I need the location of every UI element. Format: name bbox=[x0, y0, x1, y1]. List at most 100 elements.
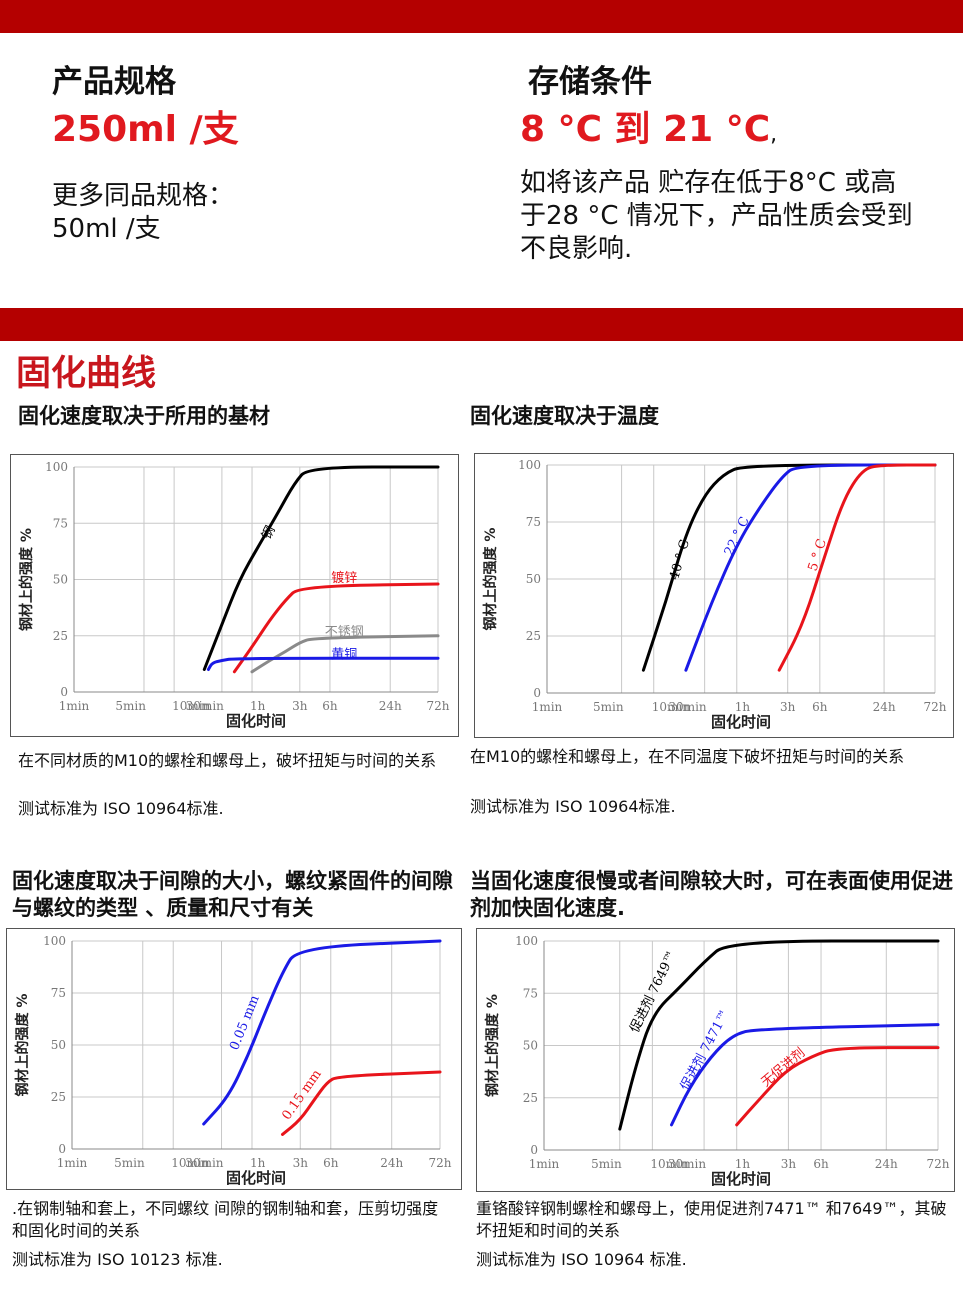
series-line-3 bbox=[735, 1046, 940, 1127]
x-tick-label: 1min bbox=[532, 700, 563, 714]
x-axis-title: 固化时间 bbox=[226, 1169, 286, 1187]
y-tick-label: 25 bbox=[53, 629, 68, 643]
y-tick-label: 0 bbox=[60, 685, 68, 699]
series-line-2 bbox=[281, 1070, 442, 1136]
x-tick-label: 10min bbox=[650, 1157, 688, 1171]
x-tick-label: 30min bbox=[668, 700, 706, 714]
x-tick-label: 72h bbox=[927, 1157, 950, 1171]
chart-3-caption: .在钢制轴和套上，不同螺纹 间隙的钢制轴和套，压剪切强度和固化时间的关系 bbox=[12, 1199, 439, 1240]
x-tick-label: 1h bbox=[735, 700, 751, 714]
chart-3: 0 25 50 75 100 1min 5min 10min 30min 1h 3h 6h 24h 72h… bbox=[6, 928, 462, 1190]
storage-value: 8 °C 到 21 °C, bbox=[520, 100, 777, 152]
x-tick-label: 1min bbox=[57, 1156, 88, 1170]
x-tick-label: 3h bbox=[293, 1156, 309, 1170]
section-title: 固化曲线 bbox=[16, 354, 157, 394]
series-line-1 bbox=[641, 463, 937, 672]
x-tick-label: 6h bbox=[812, 700, 828, 714]
storage-value-suffix: , bbox=[770, 122, 778, 147]
series-label-3: 无促进剂 bbox=[759, 1045, 808, 1090]
more-spec-value: 50ml /支 bbox=[52, 214, 161, 244]
section-banner bbox=[0, 308, 963, 341]
x-tick-label: 24h bbox=[873, 700, 896, 714]
series-label-1: 40 ° C bbox=[667, 538, 693, 582]
series-line-4 bbox=[206, 656, 440, 671]
series-label-2: 22 ° C bbox=[722, 515, 753, 559]
x-tick-label: 1h bbox=[250, 1156, 266, 1170]
x-tick-label: 3h bbox=[781, 1157, 797, 1171]
y-tick-label: 75 bbox=[51, 986, 66, 1000]
series-line-1 bbox=[202, 465, 440, 671]
x-tick-label: 6h bbox=[323, 1156, 339, 1170]
series-label-2: 镀锌 bbox=[331, 570, 357, 586]
spec-heading: 产品规格 bbox=[52, 64, 176, 100]
series-label-1: 促进剂 7649™ bbox=[627, 948, 680, 1035]
y-axis-title: 钢材上的强度 % bbox=[18, 528, 35, 631]
x-tick-label: 5min bbox=[114, 1156, 145, 1170]
x-tick-label: 10min bbox=[171, 1156, 209, 1170]
x-tick-label: 6h bbox=[322, 699, 338, 713]
y-tick-label: 50 bbox=[526, 572, 541, 586]
x-tick-label: 3h bbox=[292, 699, 308, 713]
spec-value: 250ml /支 bbox=[52, 109, 239, 150]
x-tick-label: 24h bbox=[380, 1156, 403, 1170]
x-tick-label: 5min bbox=[591, 1157, 622, 1171]
storage-note: 如将该产品 贮存在低于8°C 或高于28 °C 情况下，产品性质会受到不良影响. bbox=[520, 168, 913, 264]
series-line-2 bbox=[670, 1023, 940, 1127]
chart-2-standard: 测试标准为 ISO 10964标准. bbox=[470, 797, 676, 816]
chart-2-caption: 在M10的螺栓和螺母上，在不同温度下破坏扭矩与时间的关系 bbox=[470, 747, 905, 766]
y-tick-label: 100 bbox=[45, 460, 68, 474]
chart-3-standard: 测试标准为 ISO 10123 标准. bbox=[12, 1250, 223, 1269]
x-tick-label: 30min bbox=[186, 699, 224, 713]
series-line-2 bbox=[232, 582, 440, 674]
series-label-4: 黄铜 bbox=[331, 647, 357, 662]
series-label-1: 0.05 mm bbox=[227, 993, 263, 1052]
series-line-3 bbox=[250, 634, 440, 674]
x-tick-label: 1h bbox=[250, 699, 266, 713]
y-tick-label: 0 bbox=[530, 1143, 538, 1157]
series-label-1: 钢 bbox=[259, 524, 278, 543]
top-banner bbox=[0, 0, 963, 33]
x-tick-label: 1h bbox=[735, 1157, 751, 1171]
x-tick-label: 3h bbox=[780, 700, 796, 714]
series-line-1 bbox=[618, 939, 940, 1131]
x-tick-label: 72h bbox=[427, 699, 450, 713]
x-tick-label: 1min bbox=[529, 1157, 560, 1171]
x-axis-title: 固化时间 bbox=[711, 713, 771, 731]
chart-1-title: 固化速度取决于所用的基材 bbox=[18, 404, 270, 428]
x-tick-label: 72h bbox=[924, 700, 947, 714]
x-axis-title: 固化时间 bbox=[711, 1170, 771, 1188]
series-line-2 bbox=[684, 463, 937, 672]
x-tick-label: 24h bbox=[875, 1157, 898, 1171]
y-tick-label: 100 bbox=[518, 458, 541, 472]
y-axis-title: 钢材上的强度 % bbox=[14, 994, 31, 1097]
x-tick-label: 72h bbox=[429, 1156, 452, 1170]
chart-2: 0 25 50 75 100 1min 5min 10min 30min 1h 3h 6h 24h 72h… bbox=[474, 453, 954, 738]
x-axis-title: 固化时间 bbox=[226, 712, 286, 730]
y-tick-label: 50 bbox=[53, 573, 68, 587]
chart-1: 0 25 50 75 100 1min 5min 10min 30min 1h 3h 6h 24h 72h… bbox=[10, 454, 459, 737]
x-tick-label: 10min bbox=[172, 699, 210, 713]
y-tick-label: 100 bbox=[43, 934, 66, 948]
x-tick-label: 5min bbox=[593, 700, 624, 714]
series-line-1 bbox=[202, 939, 442, 1126]
y-tick-label: 75 bbox=[526, 515, 541, 529]
x-tick-label: 30min bbox=[668, 1157, 706, 1171]
chart-1-caption: 在不同材质的M10的螺栓和螺母上，破坏扭矩与时间的关系 bbox=[18, 751, 437, 770]
chart-2-title: 固化速度取决于温度 bbox=[470, 404, 659, 428]
x-tick-label: 24h bbox=[379, 699, 402, 713]
storage-value-text: 8 °C 到 21 °C bbox=[520, 109, 771, 150]
x-tick-label: 30min bbox=[185, 1156, 223, 1170]
y-tick-label: 100 bbox=[515, 934, 538, 948]
x-tick-label: 6h bbox=[813, 1157, 829, 1171]
chart-3-title: 固化速度取决于间隙的大小，螺纹紧固件的间隙与螺纹的类型 、质量和尺寸有关 bbox=[12, 869, 453, 920]
y-tick-label: 25 bbox=[526, 629, 541, 643]
x-tick-label: 5min bbox=[115, 699, 146, 713]
y-tick-label: 75 bbox=[523, 986, 538, 1000]
more-spec-label: 更多同品规格： bbox=[52, 181, 235, 211]
chart-4-standard: 测试标准为 ISO 10964 标准. bbox=[476, 1250, 687, 1269]
chart-1-standard: 测试标准为 ISO 10964标准. bbox=[18, 799, 224, 818]
chart-4: 0 25 50 75 100 1min 5min 10min 30min 1h 3h 6h 24h 72h… bbox=[476, 928, 955, 1192]
series-line-3 bbox=[777, 463, 937, 672]
y-axis-title: 钢材上的强度 % bbox=[484, 994, 501, 1097]
y-tick-label: 25 bbox=[523, 1091, 538, 1105]
